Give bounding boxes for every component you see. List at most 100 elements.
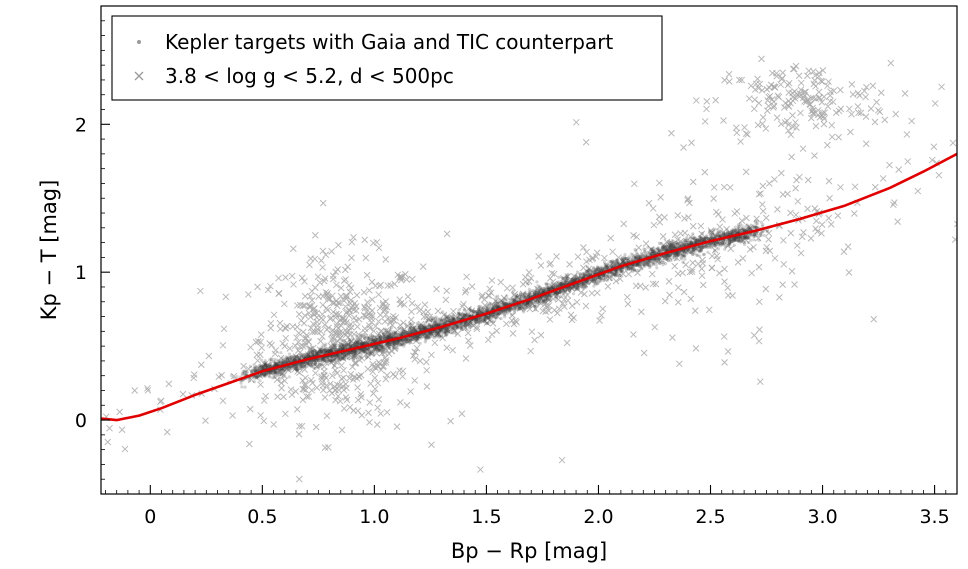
scatter-x-point [332, 268, 340, 276]
scatter-x-point [391, 373, 399, 380]
density-point [382, 333, 387, 338]
density-point [619, 261, 623, 266]
scatter-x-point [867, 105, 875, 112]
scatter-x-point [333, 369, 341, 377]
density-point [655, 266, 659, 270]
scatter-x-point [818, 98, 826, 106]
scatter-x-point [384, 333, 392, 341]
scatter-x-point [0, 447, 5, 453]
density-point [427, 324, 431, 328]
scatter-x-point [773, 72, 781, 80]
scatter-x-point [257, 331, 265, 338]
scatter-x-point [361, 304, 369, 312]
scatter-x-point [462, 286, 470, 294]
scatter-x-point [534, 285, 541, 293]
scatter-x-point [827, 220, 835, 228]
scatter-x-point [890, 199, 898, 206]
scatter-x-point [366, 399, 374, 406]
density-point [470, 313, 474, 317]
density-point [274, 362, 278, 366]
density-point [267, 374, 271, 378]
density-point [727, 231, 731, 235]
density-point [735, 239, 740, 243]
density-point [267, 364, 271, 369]
density-point [537, 299, 542, 303]
scatter-x-point [116, 408, 124, 416]
scatter-x-point [316, 346, 324, 353]
scatter-x-point [391, 280, 398, 288]
scatter-x-point [716, 269, 723, 277]
scatter-x-point [756, 80, 764, 88]
scatter-x-point [351, 359, 359, 367]
scatter-x-point [363, 271, 371, 279]
scatter-x-point [372, 322, 379, 330]
density-point [473, 321, 478, 326]
scatter-x-point [525, 278, 533, 285]
scatter-x-point [851, 183, 859, 191]
density-point [370, 334, 375, 338]
scatter-x-point [354, 384, 361, 391]
density-point [740, 228, 745, 232]
scatter-x-point [870, 315, 878, 323]
scatter-x-point [527, 274, 535, 282]
density-point [363, 340, 368, 344]
scatter-x-point [165, 380, 173, 388]
density-point [319, 363, 323, 367]
scatter-x-point [434, 307, 442, 315]
scatter-x-point [764, 97, 772, 104]
scatter-x-point [818, 230, 825, 237]
scatter-x-point [537, 331, 545, 339]
scatter-x-point [755, 337, 763, 345]
density-point [265, 371, 269, 375]
scatter-x-point [755, 298, 763, 306]
density-point [387, 341, 391, 345]
density-point [494, 314, 499, 318]
density-point [428, 332, 432, 336]
scatter-x-point [689, 259, 697, 267]
scatter-x-point [894, 218, 902, 226]
density-point [602, 259, 607, 264]
scatter-x-point [245, 440, 253, 448]
density-point [373, 335, 377, 340]
scatter-x-point [832, 109, 840, 117]
scatter-x-point [745, 95, 753, 102]
scatter-x-point [328, 336, 336, 344]
density-point [341, 338, 345, 342]
density-point [365, 352, 370, 356]
scatter-x-point [329, 334, 337, 342]
scatter-x-point [816, 114, 824, 121]
scatter-x-point [588, 289, 596, 297]
scatter-x-point [698, 230, 706, 238]
scatter-x-point [321, 275, 329, 282]
density-point [539, 287, 543, 292]
scatter-x-point [219, 397, 227, 405]
density-point [683, 257, 687, 261]
density-point [409, 321, 413, 326]
density-point [513, 306, 517, 310]
scatter-x-point [931, 100, 939, 107]
scatter-x-point [855, 109, 862, 117]
density-point [336, 353, 340, 357]
scatter-x-point [61, 437, 67, 443]
scatter-x-point [509, 311, 516, 319]
density-point [621, 258, 625, 262]
scatter-x-point [399, 367, 407, 375]
scatter-x-point [462, 355, 470, 362]
scatter-x-point [703, 97, 711, 105]
scatter-x-point [286, 345, 294, 352]
scatter-x-point [352, 317, 360, 324]
scatter-x-point [804, 96, 812, 104]
scatter-x-point [345, 281, 353, 289]
scatter-x-point [738, 76, 746, 84]
scatter-x-point [582, 138, 590, 146]
density-point [571, 292, 576, 296]
scatter-x-point [675, 360, 683, 368]
scatter-x-point [378, 333, 386, 341]
scatter-x-point [293, 334, 300, 342]
density-point [643, 247, 647, 252]
scatter-x-point [343, 292, 351, 300]
scatter-x-point [681, 229, 689, 237]
density-point [644, 253, 648, 257]
scatter-x-point [414, 303, 422, 310]
scatter-x-point [903, 131, 911, 138]
